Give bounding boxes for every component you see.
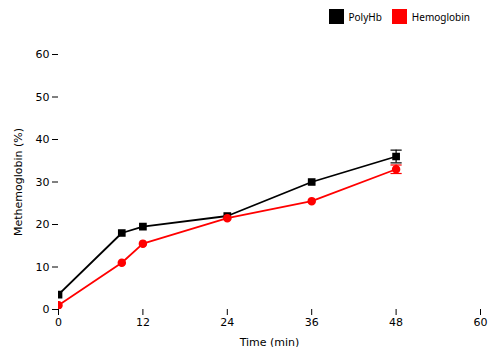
svg-text:10: 10 [36,261,50,274]
svg-text:50: 50 [36,91,50,104]
svg-text:30: 30 [36,176,50,189]
svg-text:60: 60 [36,48,50,61]
svg-text:0: 0 [55,316,62,329]
svg-text:48: 48 [389,316,403,329]
html-text:Hemoglobin: Hemoglobin [411,9,470,24]
svg-text:Methemoglobin (%): Methemoglobin (%) [12,128,25,236]
svg-text:Time (min): Time (min) [239,336,300,347]
svg-text:20: 20 [36,218,50,231]
html-text:PolyHb: PolyHb [348,9,382,24]
svg-text:24: 24 [220,316,234,329]
svg-text:36: 36 [305,316,319,329]
svg-text:60: 60 [474,316,488,329]
svg-text:12: 12 [136,316,150,329]
svg-text:40: 40 [36,133,50,146]
svg-text:0: 0 [43,303,50,316]
